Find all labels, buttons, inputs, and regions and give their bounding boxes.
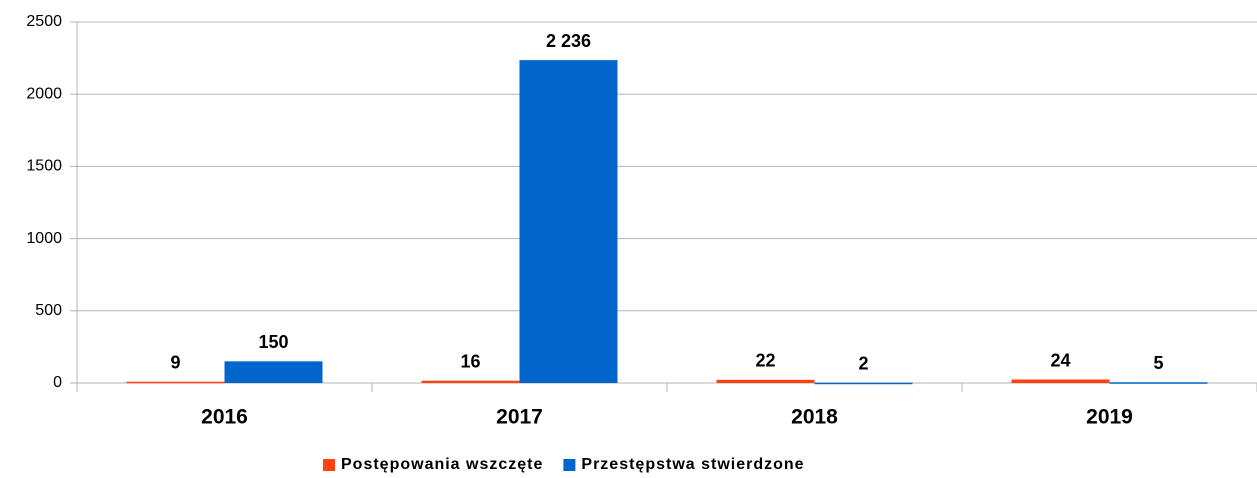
y-tick-label: 0	[53, 374, 62, 391]
value-label: 22	[755, 351, 775, 371]
bar	[1011, 379, 1110, 383]
x-tick-label: 2017	[496, 406, 543, 429]
y-tick-label: 500	[35, 302, 62, 319]
y-tick-label: 2500	[26, 13, 62, 30]
bar	[1109, 382, 1208, 384]
value-label: 150	[258, 332, 288, 352]
bar	[519, 60, 618, 383]
value-label: 24	[1050, 350, 1070, 370]
y-tick-label: 1500	[26, 158, 62, 175]
y-tick-label: 2000	[26, 85, 62, 102]
legend-label: Postępowania wszczęte	[341, 456, 543, 473]
value-label: 5	[1153, 353, 1163, 373]
value-label: 9	[170, 352, 180, 372]
legend-swatch	[323, 459, 335, 471]
x-tick-label: 2019	[1086, 406, 1133, 429]
value-label: 2	[858, 353, 868, 373]
bar	[716, 379, 815, 383]
value-label: 16	[460, 351, 480, 371]
bar	[224, 361, 323, 383]
legend-label: Przestępstwa stwierdzone	[581, 456, 804, 473]
bar	[814, 382, 913, 385]
y-tick-label: 1000	[26, 230, 62, 247]
x-tick-label: 2018	[791, 406, 838, 429]
legend-swatch	[563, 459, 576, 471]
x-tick-label: 2016	[201, 406, 248, 429]
bar	[421, 380, 520, 383]
value-label: 2 236	[546, 31, 591, 51]
bar	[126, 381, 225, 384]
